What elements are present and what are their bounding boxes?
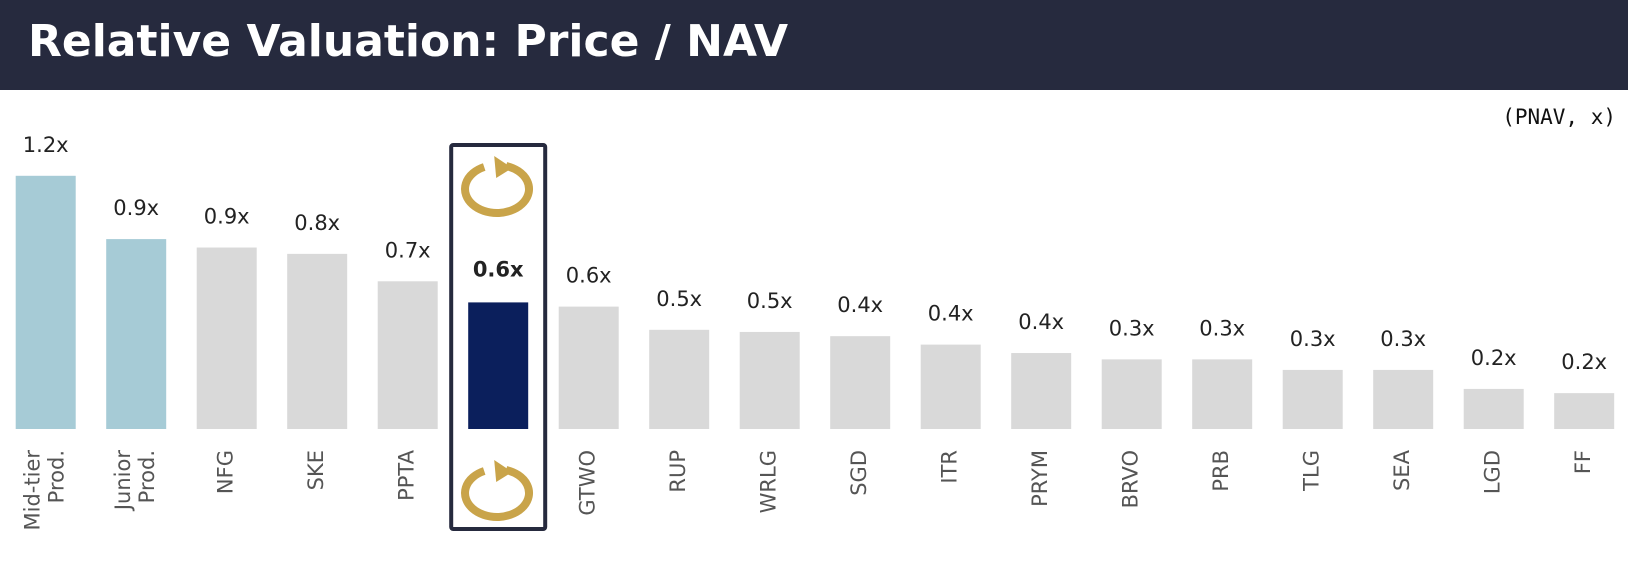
bar xyxy=(1554,393,1615,429)
value-label: 0.4x xyxy=(837,293,883,317)
x-tick-label: RUP xyxy=(666,450,690,493)
icon-arc xyxy=(461,466,533,521)
x-tick-label: NFG xyxy=(214,450,238,494)
value-label: 0.9x xyxy=(113,196,159,220)
value-label: 0.3x xyxy=(1290,327,1336,351)
x-tick-label: BRVO xyxy=(1119,450,1143,508)
value-label: 0.3x xyxy=(1380,327,1426,351)
x-tick-label: Mid-tierProd. xyxy=(21,450,69,531)
x-tick-label: TLG xyxy=(1300,450,1324,492)
bar xyxy=(1282,369,1343,429)
bar xyxy=(920,344,981,429)
x-tick-label: SGD xyxy=(847,450,871,496)
x-tick-label: SEA xyxy=(1390,449,1414,491)
bar xyxy=(1192,359,1253,429)
value-label: 0.2x xyxy=(1471,346,1517,370)
bar xyxy=(739,331,800,429)
icon-arrow xyxy=(494,460,513,482)
value-label: 0.3x xyxy=(1199,316,1245,340)
bar xyxy=(196,247,257,429)
value-label: 0.7x xyxy=(385,238,431,262)
bar xyxy=(287,253,348,429)
icon-arc xyxy=(461,162,533,217)
bar xyxy=(649,329,710,429)
bar xyxy=(830,336,891,429)
x-tick-label: JuniorProd. xyxy=(111,450,159,512)
bar xyxy=(1101,359,1162,429)
value-label: 0.5x xyxy=(656,287,702,311)
bar xyxy=(106,239,167,429)
value-label: 0.8x xyxy=(294,211,340,235)
highlight-box xyxy=(449,143,548,531)
bar xyxy=(558,306,619,429)
refresh-icon xyxy=(461,460,533,521)
value-label: 0.3x xyxy=(1109,316,1155,340)
x-tick-label: FF xyxy=(1571,450,1595,474)
header-bar xyxy=(0,0,1628,90)
bar xyxy=(1373,369,1434,429)
bar xyxy=(468,302,529,429)
value-label: 0.4x xyxy=(1018,310,1064,334)
chart-title: Relative Valuation: Price / NAV xyxy=(28,16,788,67)
x-tick-label: WRLG xyxy=(757,450,781,513)
value-label: 1.2x xyxy=(23,133,69,157)
value-label: 0.9x xyxy=(204,205,250,229)
refresh-icon xyxy=(461,156,533,217)
chart-subtitle: (PNAV, x) xyxy=(1502,105,1616,129)
bar xyxy=(377,281,438,429)
value-label: 0.2x xyxy=(1561,350,1607,374)
bar xyxy=(15,175,76,429)
x-tick-label: PRYM xyxy=(1028,450,1052,507)
value-label: 0.5x xyxy=(747,289,793,313)
x-tick-label: ITR xyxy=(938,450,962,484)
x-tick-label: LGD xyxy=(1481,450,1505,494)
value-label: 0.6x xyxy=(566,264,612,288)
bar xyxy=(1011,353,1072,429)
x-tick-label: SKE xyxy=(304,450,328,490)
x-tick-label: PRB xyxy=(1209,450,1233,492)
icon-arrow xyxy=(494,156,513,178)
bar xyxy=(1463,388,1524,429)
x-tick-label: GTWO xyxy=(576,450,600,516)
value-label: 0.6x xyxy=(473,257,524,281)
value-label: 0.4x xyxy=(928,302,974,326)
x-tick-label: PPTA xyxy=(395,449,419,501)
